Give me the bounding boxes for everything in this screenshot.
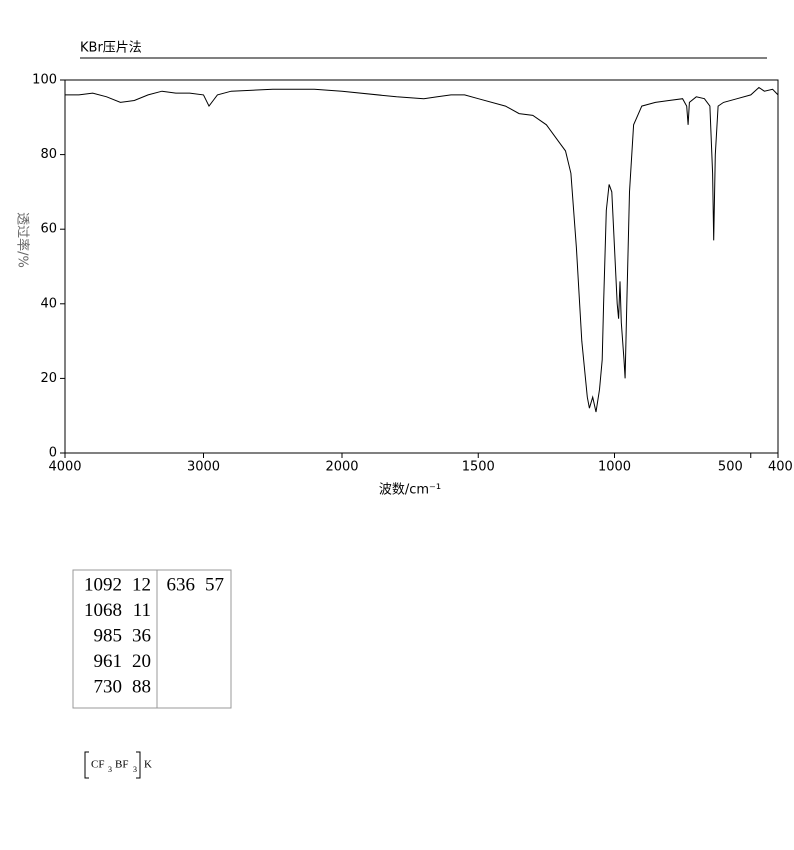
- y-tick-label: 20: [40, 371, 57, 386]
- chart-title: KBr压片法: [80, 41, 142, 56]
- formula-part: K: [144, 759, 152, 771]
- y-tick-label: 100: [32, 73, 57, 88]
- peak-table-frame: [72, 569, 232, 709]
- peak-wavenumber: 636: [167, 574, 196, 595]
- y-tick-label: 0: [49, 446, 57, 461]
- peak-wavenumber: 730: [94, 676, 123, 697]
- x-tick-label: 1500: [462, 460, 495, 475]
- y-axis-label: 透过率/%: [15, 212, 31, 268]
- x-tick-label: 4000: [48, 460, 81, 475]
- formula-part: BF: [115, 759, 128, 771]
- x-tick-label: 500: [718, 460, 743, 475]
- x-tick-label: 2000: [325, 460, 358, 475]
- formula-subscript: 3: [108, 765, 112, 774]
- plot-frame: [64, 79, 779, 454]
- peak-wavenumber: 961: [94, 651, 123, 672]
- y-tick-label: 40: [40, 296, 57, 311]
- spectrum-line: [65, 86, 779, 413]
- peak-wavenumber: 1068: [84, 600, 122, 621]
- x-tick-label: 1000: [598, 460, 631, 475]
- peak-transmittance: 20: [132, 651, 151, 672]
- x-tick-label: 400: [768, 460, 793, 475]
- peak-transmittance: 88: [132, 676, 151, 697]
- peak-wavenumber: 1092: [84, 574, 122, 595]
- formula-brackets: [84, 751, 141, 779]
- x-tick-label: 3000: [187, 460, 220, 475]
- formula-subscript: 3: [133, 765, 137, 774]
- peak-transmittance: 11: [133, 600, 151, 621]
- y-tick-label: 60: [40, 222, 57, 237]
- formula-part: CF: [91, 759, 104, 771]
- peak-transmittance: 57: [205, 574, 224, 595]
- y-tick-label: 80: [40, 147, 57, 162]
- x-axis-label: 波数/cm⁻¹: [379, 483, 441, 498]
- peak-transmittance: 12: [132, 574, 151, 595]
- peak-wavenumber: 985: [94, 625, 123, 646]
- peak-transmittance: 36: [132, 625, 151, 646]
